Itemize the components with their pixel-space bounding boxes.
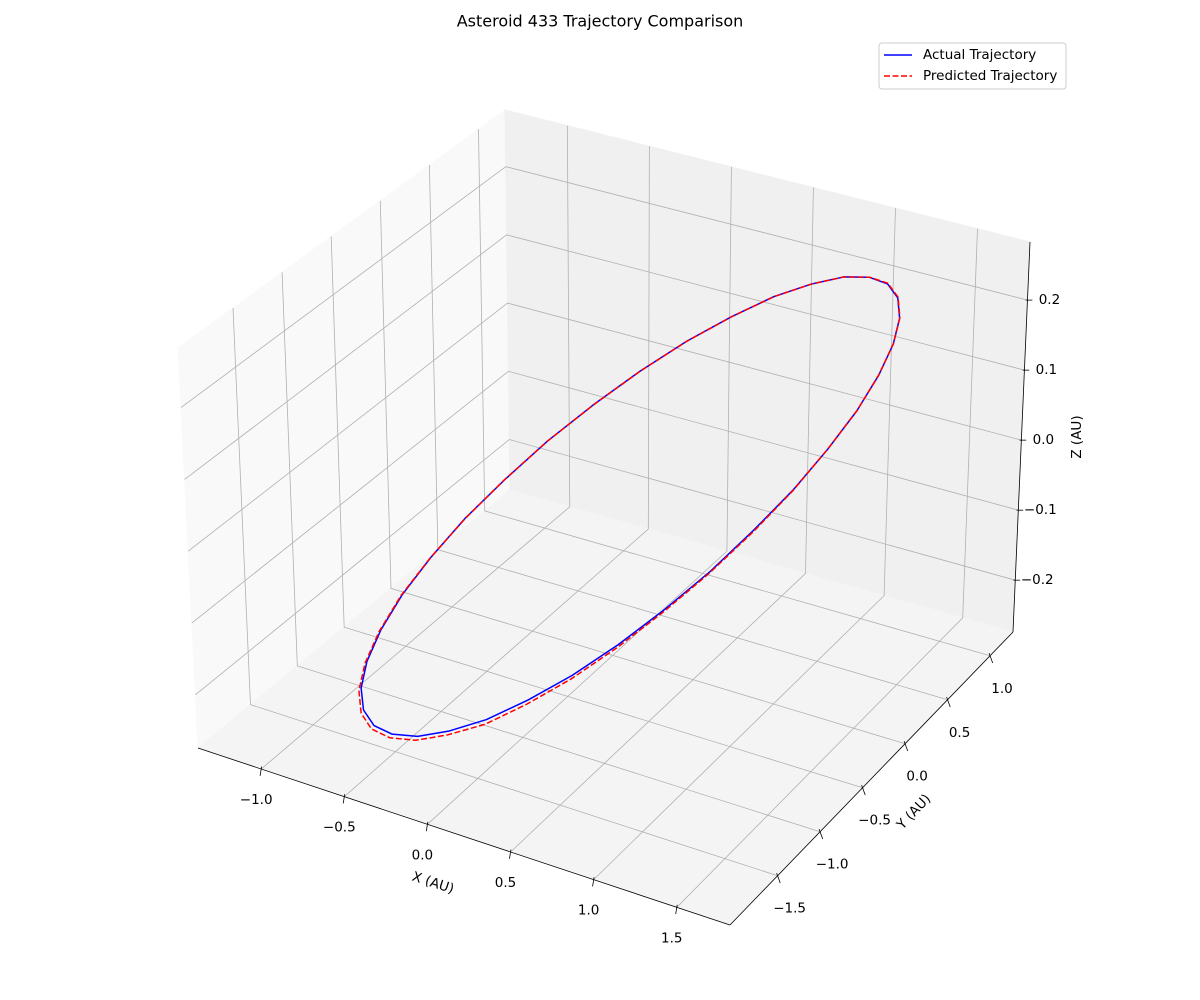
y-tick-label: 0.0	[906, 769, 927, 785]
chart-title: Asteroid 433 Trajectory Comparison	[457, 12, 744, 31]
tick-mark	[861, 784, 866, 796]
y-tick-label: 1.0	[991, 681, 1012, 697]
legend-label: Predicted Trajectory	[923, 68, 1057, 84]
axes: −1.0 −0.5 0.0 0.5 1.0 1.5 −1.5 −1.0 −0.5 0.0 0.5 1.…	[197, 241, 1060, 946]
z-tick-label: −0.2	[1021, 572, 1054, 588]
y-tick-label: 0.5	[949, 725, 970, 741]
z-tick-label: −0.1	[1024, 502, 1057, 518]
legend-box	[878, 42, 1067, 90]
tick-mark	[259, 766, 262, 776]
tick-mark	[903, 740, 909, 752]
panes	[177, 109, 1031, 926]
x-tick-label: 0.0	[412, 847, 433, 863]
legend-label: Actual Trajectory	[923, 47, 1036, 63]
grid-line	[427, 166, 732, 825]
tick-mark	[818, 828, 824, 840]
tick-mark	[592, 877, 595, 887]
y-tick-label: −1.0	[816, 857, 849, 873]
y-tick-label: −0.5	[858, 813, 891, 829]
grid-line	[344, 146, 650, 797]
tick-mark	[946, 696, 951, 708]
trajectory-line	[360, 276, 901, 738]
grid-line	[593, 208, 896, 880]
grid-line	[191, 370, 1019, 624]
tick-mark	[675, 904, 678, 915]
y-axis-label: Y (AU)	[893, 791, 934, 833]
grid-line	[330, 236, 863, 789]
curves	[358, 276, 901, 742]
x-axis-line	[197, 747, 731, 926]
x-tick-label: 1.0	[578, 903, 599, 919]
grid-line	[187, 302, 1022, 552]
x-tick-label: 0.5	[495, 875, 516, 891]
grid-line	[184, 234, 1025, 480]
z-tick-label: 0.2	[1039, 292, 1060, 308]
z-axis-label: Z (AU)	[1069, 415, 1085, 458]
grid-line	[478, 129, 991, 657]
grid-line	[676, 228, 978, 908]
x-axis-label: X (AU)	[410, 869, 456, 898]
z-tick-label: 0.0	[1033, 432, 1054, 448]
x-tick-label: −0.5	[323, 820, 356, 836]
x-tick-label: −1.0	[240, 792, 273, 808]
tick-mark	[342, 794, 346, 804]
tick-mark	[425, 821, 429, 832]
y-tick-label: −1.5	[773, 901, 806, 917]
grid-line	[260, 125, 571, 770]
x-tick-label: 1.5	[661, 930, 682, 946]
z-axis-line	[1012, 241, 1031, 633]
z-tick-label: 0.1	[1036, 362, 1057, 378]
tick-mark	[776, 872, 781, 884]
legend: Actual Trajectory Predicted Trajectory	[878, 42, 1067, 90]
grid-line	[232, 307, 778, 877]
grid-line	[195, 439, 1016, 696]
tick-mark	[988, 652, 994, 664]
tick-mark	[509, 849, 512, 859]
y-axis-line	[729, 631, 1014, 926]
grid-line	[379, 200, 906, 745]
grid-line	[510, 187, 814, 853]
grid-line	[281, 272, 821, 833]
grid-line	[180, 166, 1028, 408]
